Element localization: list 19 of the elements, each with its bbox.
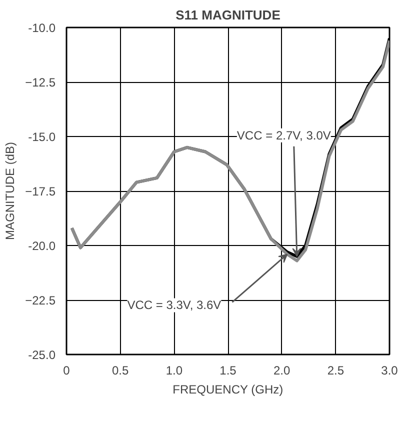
annotation: VCC = 2.7V, 3.0V bbox=[236, 128, 331, 142]
x-tick-label: 2.5 bbox=[327, 364, 344, 378]
y-tick-label: −22.5 bbox=[25, 294, 56, 308]
y-tick-label: -15.0 bbox=[28, 130, 56, 144]
x-tick-label: 3.0 bbox=[381, 364, 398, 378]
annotation: VCC = 3.3V, 3.6V bbox=[127, 298, 222, 312]
x-tick-label: 0 bbox=[63, 364, 70, 378]
y-tick-label: -20.0 bbox=[28, 239, 56, 253]
y-tick-label: -10.0 bbox=[28, 21, 56, 35]
y-tick-label: −12.5 bbox=[25, 76, 56, 90]
chart-title: S11 MAGNITUDE bbox=[176, 8, 281, 22]
x-tick-label: 2.0 bbox=[273, 364, 290, 378]
y-axis-title: MAGNITUDE (dB) bbox=[3, 142, 18, 240]
x-tick-label: 1.5 bbox=[220, 364, 237, 378]
y-tick-label: -25.0 bbox=[28, 348, 56, 362]
y-tick-label: −17.5 bbox=[25, 184, 56, 198]
x-axis-title: FREQUENCY (GHz) bbox=[172, 382, 284, 396]
x-tick-label: 1.0 bbox=[166, 364, 183, 378]
x-tick-label: 0.5 bbox=[112, 364, 129, 378]
